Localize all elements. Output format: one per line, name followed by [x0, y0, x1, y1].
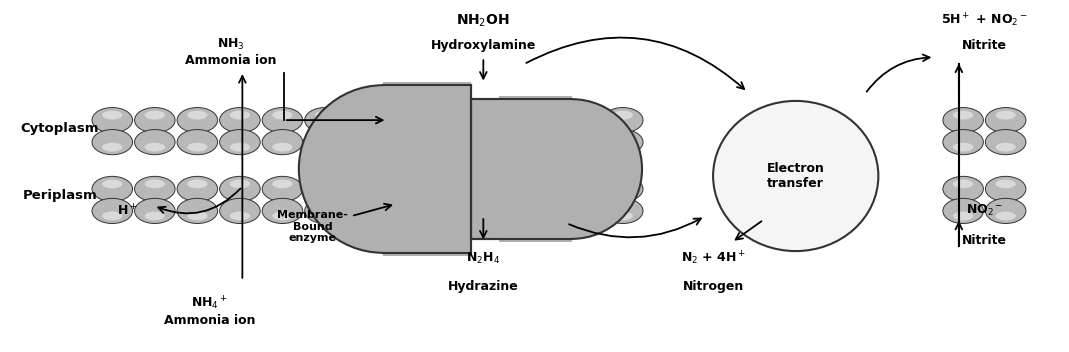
Ellipse shape	[135, 176, 175, 201]
Ellipse shape	[144, 212, 165, 220]
Ellipse shape	[613, 212, 633, 220]
Ellipse shape	[952, 143, 973, 152]
Ellipse shape	[613, 143, 633, 152]
Ellipse shape	[187, 180, 207, 188]
Ellipse shape	[92, 130, 133, 155]
Text: H$^+$: H$^+$	[117, 203, 138, 219]
Ellipse shape	[995, 180, 1016, 188]
Ellipse shape	[603, 108, 644, 133]
Ellipse shape	[305, 198, 345, 224]
Ellipse shape	[273, 180, 293, 188]
Ellipse shape	[135, 198, 175, 224]
Ellipse shape	[613, 111, 633, 119]
Text: Hydroxylamine: Hydroxylamine	[431, 38, 536, 51]
Text: Nitrogen: Nitrogen	[683, 279, 744, 293]
Ellipse shape	[262, 198, 303, 224]
Ellipse shape	[177, 130, 218, 155]
Ellipse shape	[603, 130, 644, 155]
Ellipse shape	[943, 130, 983, 155]
Ellipse shape	[986, 130, 1026, 155]
Bar	[470, 99, 572, 239]
Ellipse shape	[299, 85, 467, 253]
Ellipse shape	[315, 143, 335, 152]
Ellipse shape	[103, 143, 123, 152]
Ellipse shape	[501, 99, 642, 239]
Text: N$_2$H$_4$: N$_2$H$_4$	[466, 251, 500, 266]
Text: NH$_4$$^+$
Ammonia ion: NH$_4$$^+$ Ammonia ion	[164, 294, 255, 327]
Ellipse shape	[315, 212, 335, 220]
Ellipse shape	[986, 108, 1026, 133]
Ellipse shape	[187, 212, 207, 220]
Ellipse shape	[230, 143, 250, 152]
Ellipse shape	[135, 108, 175, 133]
Text: Electron
transfer: Electron transfer	[766, 162, 824, 190]
Ellipse shape	[995, 111, 1016, 119]
Ellipse shape	[230, 212, 250, 220]
Ellipse shape	[177, 176, 218, 201]
Ellipse shape	[103, 111, 123, 119]
Ellipse shape	[103, 212, 123, 220]
Ellipse shape	[262, 176, 303, 201]
Ellipse shape	[92, 108, 133, 133]
Text: Nitrite: Nitrite	[962, 234, 1007, 247]
Bar	[383, 85, 470, 253]
Text: Cytoplasm: Cytoplasm	[20, 122, 99, 136]
Text: Membrane-
Bound
enzyme: Membrane- Bound enzyme	[277, 210, 348, 243]
Bar	[499, 96, 572, 243]
Ellipse shape	[995, 143, 1016, 152]
Ellipse shape	[943, 108, 983, 133]
Ellipse shape	[943, 198, 983, 224]
Ellipse shape	[952, 111, 973, 119]
Ellipse shape	[273, 111, 293, 119]
Ellipse shape	[952, 180, 973, 188]
Ellipse shape	[219, 130, 260, 155]
Text: N$_2$ + 4H$^+$: N$_2$ + 4H$^+$	[681, 249, 746, 267]
Ellipse shape	[92, 198, 133, 224]
Ellipse shape	[135, 130, 175, 155]
Ellipse shape	[92, 176, 133, 201]
Ellipse shape	[713, 101, 879, 251]
Ellipse shape	[103, 180, 123, 188]
Text: Nitrite: Nitrite	[962, 38, 1007, 51]
Ellipse shape	[144, 111, 165, 119]
Ellipse shape	[273, 212, 293, 220]
Text: Hydrazine: Hydrazine	[448, 279, 518, 293]
Text: NH$_2$OH: NH$_2$OH	[456, 12, 510, 29]
Text: Periplasm: Periplasm	[22, 189, 97, 202]
Ellipse shape	[187, 143, 207, 152]
Ellipse shape	[262, 108, 303, 133]
Ellipse shape	[986, 176, 1026, 201]
Ellipse shape	[230, 180, 250, 188]
Ellipse shape	[177, 108, 218, 133]
Ellipse shape	[943, 176, 983, 201]
Text: NO$_2$$^-$: NO$_2$$^-$	[965, 203, 1003, 219]
Ellipse shape	[219, 176, 260, 201]
Text: 5H$^+$ + NO$_2$$^-$: 5H$^+$ + NO$_2$$^-$	[941, 12, 1028, 29]
Bar	[383, 82, 470, 256]
Ellipse shape	[952, 212, 973, 220]
Ellipse shape	[144, 143, 165, 152]
Ellipse shape	[315, 180, 335, 188]
Ellipse shape	[262, 130, 303, 155]
Ellipse shape	[144, 180, 165, 188]
Ellipse shape	[230, 111, 250, 119]
Ellipse shape	[986, 198, 1026, 224]
Text: NH$_3$
Ammonia ion: NH$_3$ Ammonia ion	[185, 37, 277, 67]
Ellipse shape	[219, 108, 260, 133]
Ellipse shape	[603, 198, 644, 224]
Ellipse shape	[177, 198, 218, 224]
Ellipse shape	[305, 176, 345, 201]
Ellipse shape	[273, 143, 293, 152]
Ellipse shape	[305, 130, 345, 155]
Ellipse shape	[995, 212, 1016, 220]
Ellipse shape	[603, 176, 644, 201]
Ellipse shape	[315, 111, 335, 119]
Ellipse shape	[305, 108, 345, 133]
Ellipse shape	[613, 180, 633, 188]
Ellipse shape	[187, 111, 207, 119]
Ellipse shape	[219, 198, 260, 224]
